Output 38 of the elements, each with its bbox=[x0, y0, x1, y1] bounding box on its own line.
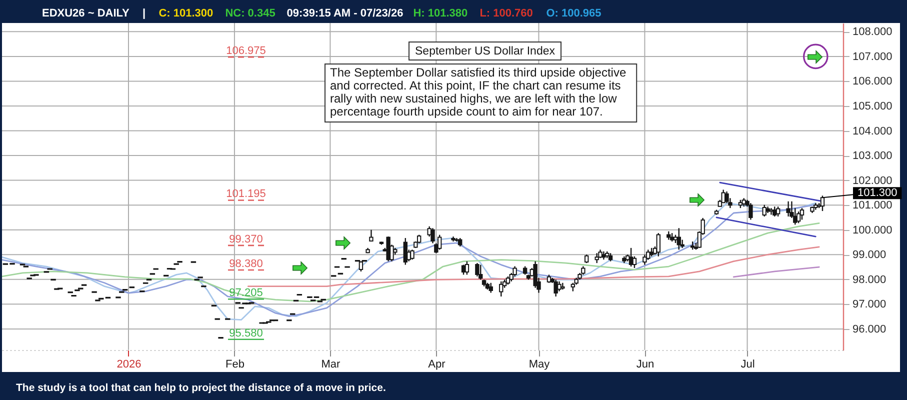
text: The study is a tool that can help to project the distance of a move in price. bbox=[16, 382, 386, 394]
y-tick-label: 98.000 bbox=[852, 274, 886, 286]
annotation: The September Dollar satisfied its third upside objective and corrected. At this point, IF the chart can resume its rally with new sustained highs, we are left with the low percentage fourth upside count to aim for near 107. bbox=[330, 66, 626, 118]
text: H: 101.380 bbox=[413, 8, 468, 20]
y-tick-label: 105.000 bbox=[852, 100, 892, 112]
y-tick-label: 102.000 bbox=[852, 174, 892, 187]
x-tick-label: Feb bbox=[225, 358, 244, 370]
x-tick-label: 2026 bbox=[116, 358, 142, 370]
ref-line-label: 99.370 bbox=[229, 233, 263, 246]
x-tick-label: Jun bbox=[636, 358, 654, 370]
text: EDXU26 ~ DAILY bbox=[42, 8, 130, 20]
y-tick-label: 107.000 bbox=[852, 50, 892, 63]
annotation: 101.300 bbox=[857, 187, 898, 200]
text: L: 100.760 bbox=[480, 8, 533, 20]
y-tick-label: 99.000 bbox=[852, 249, 886, 262]
ref-line-label: 97.205 bbox=[229, 287, 263, 300]
x-tick-label: Jul bbox=[740, 358, 755, 370]
y-tick-label: 106.000 bbox=[852, 76, 892, 88]
x-tick-label: May bbox=[528, 358, 550, 370]
text: O: 100.965 bbox=[546, 8, 602, 20]
y-tick-label: 100.000 bbox=[852, 224, 892, 236]
y-tick-label: 97.000 bbox=[852, 298, 886, 311]
y-tick-label: 103.000 bbox=[852, 150, 892, 162]
x-tick-label: Apr bbox=[428, 358, 446, 370]
y-tick-label: 104.000 bbox=[852, 125, 892, 138]
y-tick-label: 108.000 bbox=[852, 26, 892, 38]
ref-line-label: 95.580 bbox=[229, 327, 263, 340]
y-tick-label: 96.000 bbox=[852, 323, 886, 336]
ref-line-label: 106.975 bbox=[226, 45, 266, 58]
x-tick-label: Mar bbox=[321, 358, 340, 370]
text: C: 101.300 bbox=[158, 8, 214, 20]
text: | bbox=[142, 8, 146, 20]
ref-line-label: 98.380 bbox=[229, 258, 263, 270]
text: 09:39:15 AM - 07/23/26 bbox=[286, 8, 404, 20]
text: September US Dollar Index bbox=[415, 46, 556, 58]
ref-line-label: 101.195 bbox=[226, 188, 266, 200]
y-tick-label: 101.000 bbox=[852, 200, 892, 212]
text: NC: 0.345 bbox=[225, 8, 276, 20]
